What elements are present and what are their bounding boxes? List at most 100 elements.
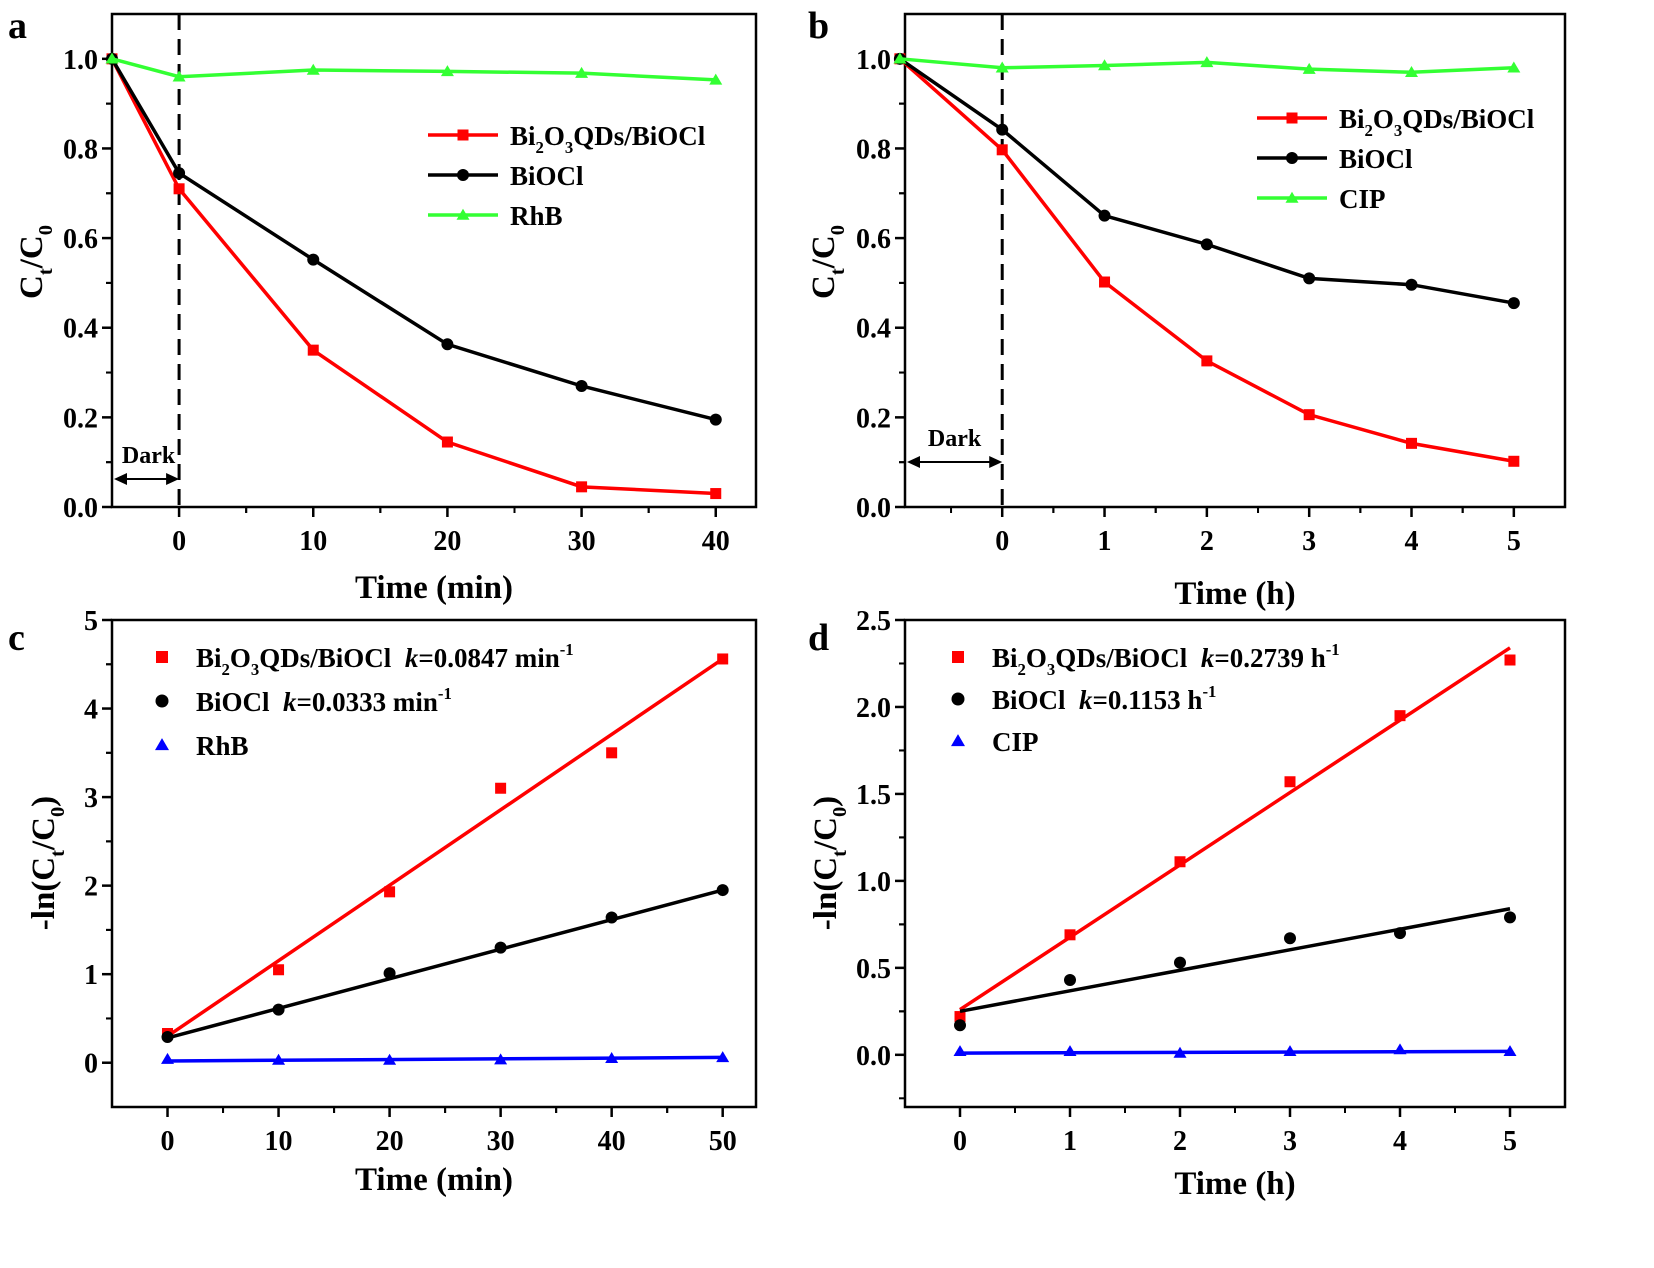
data-point [273,964,285,976]
panel-letter: a [8,5,27,47]
legend-label: Bi2O3QDs/BiOCl [1339,104,1535,140]
data-point [710,488,722,500]
legend-label: CIP [992,727,1039,757]
chart-panel-b: b 0 1 2 3 4 5 0.0 0.2 0.4 0.6 0.8 1.0 Time (h) Ct/C0 Da… [806,5,1567,612]
series-biocl [106,52,722,426]
data-point [172,70,186,82]
y-tick-label: 0.5 [856,954,891,985]
y-tick-label: 0.4 [63,314,98,345]
data-point [1504,654,1516,666]
legend-marker [156,651,168,663]
data-point [575,66,589,78]
y-tick-label: 1.0 [63,45,98,76]
y-tick-label: 0.6 [63,224,98,255]
data-point [161,1031,174,1044]
data-point [1504,911,1516,924]
data-point [161,1052,175,1064]
series-line [111,57,716,82]
chart-panel-c: c 0 10 20 30 40 50 0 1 2 3 4 5 Time (min) -ln(Ct/C0) Bi… [8,606,758,1198]
y-tick-label: 2 [84,872,98,903]
data-point [996,144,1008,156]
data-point [1393,1043,1407,1055]
data-point [576,481,588,493]
x-tick-label: 50 [709,1126,737,1157]
series-bi2o3qds-biocl [954,646,1516,1023]
data-point [1174,956,1186,969]
data-point [306,63,320,75]
dark-arrow-head-right [989,456,1003,468]
dark-arrow-head-right [166,473,180,485]
x-tick-label: 0 [161,1126,175,1157]
legend: Bi2O3QDs/BiOCl BiOCl RhB [428,121,706,231]
series-line [110,57,717,422]
series-rhb [105,52,723,85]
data-point [1173,1046,1187,1058]
series-cip [953,1043,1517,1058]
data-point [1284,932,1296,945]
fit-line [166,657,724,1038]
legend-marker [457,129,469,141]
x-tick-label: 2 [1200,526,1214,557]
legend-label: BiOCl [1339,144,1413,174]
x-tick-label: 20 [376,1126,404,1157]
data-point [953,1045,967,1057]
chart-panel-d: d 0 1 2 3 4 5 0.0 0.5 1.0 1.5 2.0 2.5 Time (h) -ln(Ct/… [808,606,1567,1202]
data-point [441,338,454,351]
y-tick-label: 1.0 [856,45,891,76]
legend-marker [952,651,964,663]
data-point [1302,62,1316,74]
y-tick-label: 1.0 [856,867,891,898]
data-point [1201,355,1213,367]
data-point [1284,776,1296,788]
data-point [716,1051,730,1063]
fit-line [167,1055,723,1063]
legend-label: BiOCl [510,161,584,191]
legend-marker [155,694,169,708]
x-tick-label: 1 [1098,526,1112,557]
data-point [1394,927,1406,940]
y-axis-label: Ct/C0 [14,225,57,299]
x-tick-label: 3 [1283,1126,1297,1157]
data-point [1099,276,1111,288]
data-point [307,344,319,356]
data-point [1405,65,1419,77]
legend-marker [1286,152,1298,164]
data-point [709,413,722,426]
data-point [173,183,185,195]
x-tick-label: 5 [1507,526,1521,557]
y-tick-label: 0.4 [856,314,891,345]
legend-label: BiOCl k=0.1153 h-1 [992,682,1216,715]
legend-marker [457,169,469,181]
data-point [383,1053,397,1065]
data-point [1174,856,1186,868]
data-point [1303,272,1316,285]
data-point [384,886,396,898]
data-point [1064,974,1076,987]
data-point [605,1052,619,1064]
panel-letter: c [8,617,25,659]
data-point [1503,1045,1517,1057]
y-tick-label: 2.5 [856,606,891,637]
series-biocl [893,52,1520,310]
x-tick-label: 10 [299,526,327,557]
x-tick-label: 2 [1173,1126,1187,1157]
dark-arrow-head-left [907,456,920,468]
plot-frame [903,12,1567,509]
x-tick-label: 40 [598,1126,626,1157]
legend-marker [951,692,965,706]
x-tick-label: 0 [995,526,1009,557]
legend-marker [951,734,965,747]
data-point [105,52,119,64]
data-point [709,73,723,85]
data-point [1507,297,1520,310]
y-tick-label: 5 [84,606,98,637]
legend-marker [456,208,470,220]
legend-label: RhB [196,731,249,761]
data-point [893,52,907,64]
data-point [995,61,1009,73]
data-point [1098,59,1112,71]
data-point [495,782,507,794]
series-biocl [161,884,729,1044]
